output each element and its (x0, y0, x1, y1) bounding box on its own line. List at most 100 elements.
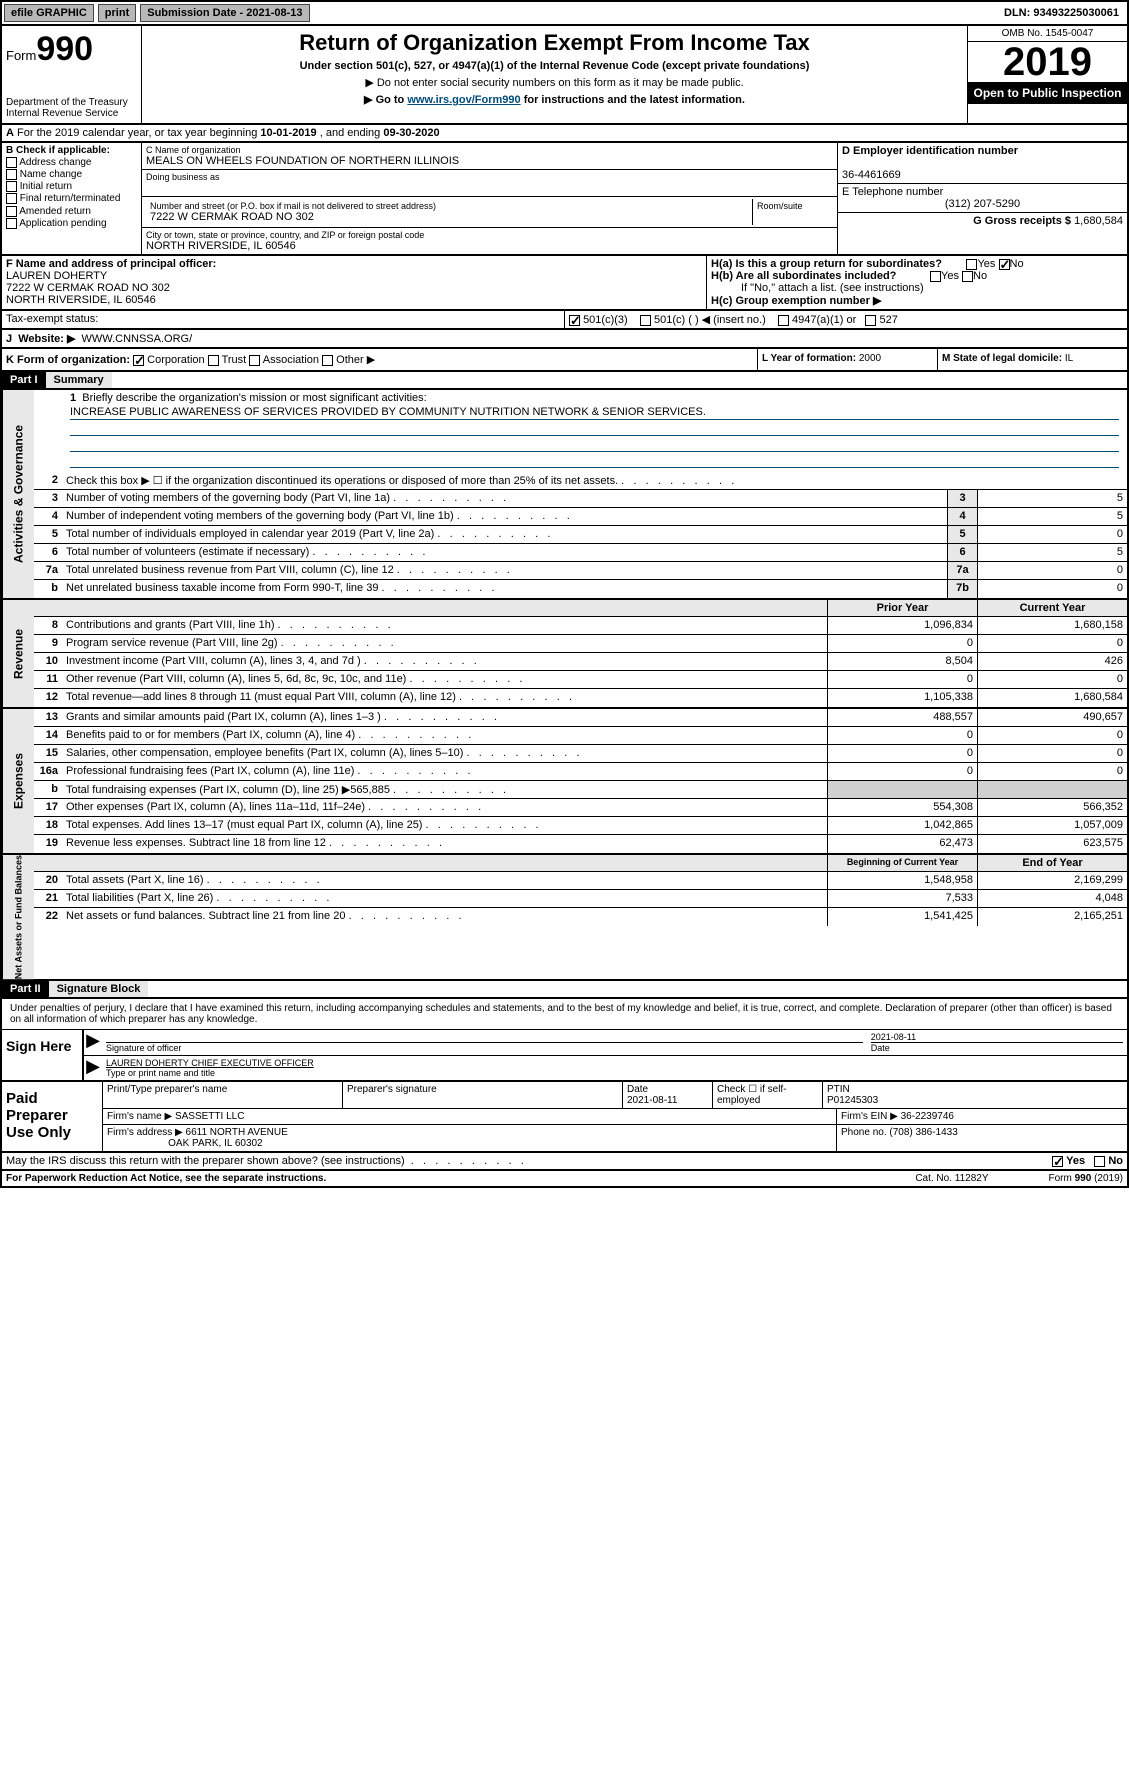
period-begin: 10-01-2019 (260, 127, 316, 139)
chk-501c[interactable] (640, 315, 651, 326)
opt-4947: 4947(a)(1) or (792, 314, 856, 326)
line-22: 22Net assets or fund balances. Subtract … (34, 908, 1127, 926)
footer-cat: Cat. No. 11282Y (915, 1173, 988, 1184)
section-bcdefg: B Check if applicable: Address change Na… (0, 143, 1129, 256)
chk-initial-return[interactable] (6, 181, 17, 192)
prep-col4: Check ☐ if self-employed (717, 1084, 787, 1106)
gross-label: G Gross receipts $ (973, 215, 1071, 227)
line-21: 21Total liabilities (Part X, line 26)7,5… (34, 890, 1127, 908)
firm-label: Firm's name ▶ (107, 1111, 172, 1122)
city-state-zip: NORTH RIVERSIDE, IL 60546 (146, 240, 833, 252)
chk-address-change[interactable] (6, 157, 17, 168)
addr-label: Number and street (or P.O. box if mail i… (150, 201, 748, 211)
line-b: bTotal fundraising expenses (Part IX, co… (34, 781, 1127, 799)
revenue-section: Revenue Prior YearCurrent Year 8Contribu… (0, 600, 1129, 709)
expenses-section: Expenses 13Grants and similar amounts pa… (0, 709, 1129, 855)
prep-date: 2021-08-11 (627, 1095, 677, 1106)
line-4: 4Number of independent voting members of… (34, 508, 1127, 526)
chk-application-pending[interactable] (6, 218, 17, 229)
print-button[interactable]: print (98, 4, 136, 22)
line-12: 12Total revenue—add lines 8 through 11 (… (34, 689, 1127, 707)
chk-other[interactable] (322, 355, 333, 366)
prep-col5: PTIN (827, 1084, 850, 1095)
org-name: MEALS ON WHEELS FOUNDATION OF NORTHERN I… (146, 155, 833, 167)
hb-yes[interactable] (930, 271, 941, 282)
firm-phone: (708) 386-1433 (889, 1127, 957, 1138)
box-f: F Name and address of principal officer:… (2, 256, 707, 309)
row-a: A For the 2019 calendar year, or tax yea… (0, 125, 1129, 143)
opt-trust: Trust (222, 354, 247, 366)
name-label: C Name of organization (146, 145, 833, 155)
pen-icon: ▶ (84, 1030, 102, 1055)
ha-no[interactable] (999, 259, 1010, 270)
line-19: 19Revenue less expenses. Subtract line 1… (34, 835, 1127, 853)
sig-date-label: Date (871, 1042, 1123, 1053)
vtab-expenses: Expenses (2, 709, 34, 853)
chk-trust[interactable] (208, 355, 219, 366)
line-11: 11Other revenue (Part VIII, column (A), … (34, 671, 1127, 689)
top-bar: efile GRAPHIC print Submission Date - 20… (0, 0, 1129, 26)
part1-label: Part I (2, 372, 46, 388)
line-7a: 7aTotal unrelated business revenue from … (34, 562, 1127, 580)
hdr-begin-year: Beginning of Current Year (827, 855, 977, 871)
chk-final-return/terminated[interactable] (6, 193, 17, 204)
ptin: P01245303 (827, 1095, 878, 1106)
footer-right: Form 990 (2019) (1049, 1173, 1123, 1184)
line-13: 13Grants and similar amounts paid (Part … (34, 709, 1127, 727)
line-15: 15Salaries, other compensation, employee… (34, 745, 1127, 763)
sig-date: 2021-08-11 (871, 1032, 1123, 1042)
ein-label: D Employer identification number (842, 145, 1018, 157)
dba-label: Doing business as (146, 172, 833, 182)
discuss-row: May the IRS discuss this return with the… (0, 1153, 1129, 1171)
chk-amended-return[interactable] (6, 206, 17, 217)
line-18: 18Total expenses. Add lines 13–17 (must … (34, 817, 1127, 835)
no-label: No (1108, 1155, 1123, 1167)
website-value: WWW.CNNSSA.ORG/ (82, 333, 193, 345)
note-goto-pre: ▶ Go to (364, 94, 407, 106)
ein-value: 36-4461669 (842, 169, 901, 181)
firm-addr-label: Firm's address ▶ (107, 1127, 183, 1138)
form-prefix: Form (6, 48, 36, 63)
signature-section: Under penalties of perjury, I declare th… (0, 999, 1129, 1153)
prep-col2: Preparer's signature (347, 1084, 437, 1095)
sig-officer-label: Signature of officer (106, 1042, 863, 1053)
row-fh: F Name and address of principal officer:… (0, 256, 1129, 311)
line1-num: 1 (70, 392, 76, 404)
k-label: K Form of organization: (6, 354, 130, 366)
website-label: Website: ▶ (18, 333, 75, 345)
ha-yes[interactable] (966, 259, 977, 270)
discuss-yes[interactable] (1052, 1156, 1063, 1167)
vtab-governance: Activities & Governance (2, 390, 34, 598)
prep-col1: Print/Type preparer's name (107, 1084, 227, 1095)
vtab-revenue: Revenue (2, 600, 34, 707)
efile-button[interactable]: efile GRAPHIC (4, 4, 94, 22)
box-b: B Check if applicable: Address change Na… (2, 143, 142, 254)
firm-ein-label: Firm's EIN ▶ (841, 1111, 898, 1122)
footer-left: For Paperwork Reduction Act Notice, see … (6, 1173, 326, 1184)
mission-text: INCREASE PUBLIC AWARENESS OF SERVICES PR… (70, 406, 1119, 420)
dept-treasury: Department of the Treasury Internal Reve… (6, 97, 137, 119)
chk-501c3[interactable] (569, 315, 580, 326)
part1-header: Part I Summary (0, 372, 1129, 390)
officer-addr1: 7222 W CERMAK ROAD NO 302 (6, 282, 170, 294)
ha-label: H(a) Is this a group return for subordin… (711, 258, 942, 270)
chk-name-change[interactable] (6, 169, 17, 180)
open-to-public: Open to Public Inspection (968, 82, 1127, 104)
firm-phone-label: Phone no. (841, 1127, 887, 1138)
l-label: L Year of formation: (762, 353, 856, 364)
hc-label: H(c) Group exemption number ▶ (711, 295, 881, 307)
hb-note: If "No," attach a list. (see instruction… (711, 282, 1123, 294)
discuss-no[interactable] (1094, 1156, 1105, 1167)
street-address: 7222 W CERMAK ROAD NO 302 (150, 211, 748, 223)
row-klm: K Form of organization: Corporation Trus… (0, 349, 1129, 372)
chk-4947[interactable] (778, 315, 789, 326)
tax-status-label: Tax-exempt status: (6, 313, 98, 325)
irs-link[interactable]: www.irs.gov/Form990 (407, 94, 520, 106)
chk-assoc[interactable] (249, 355, 260, 366)
chk-corp[interactable] (133, 355, 144, 366)
officer-label: F Name and address of principal officer: (6, 258, 216, 270)
chk-527[interactable] (865, 315, 876, 326)
hb-no[interactable] (962, 271, 973, 282)
line-5: 5Total number of individuals employed in… (34, 526, 1127, 544)
tax-year: 2019 (968, 42, 1127, 82)
